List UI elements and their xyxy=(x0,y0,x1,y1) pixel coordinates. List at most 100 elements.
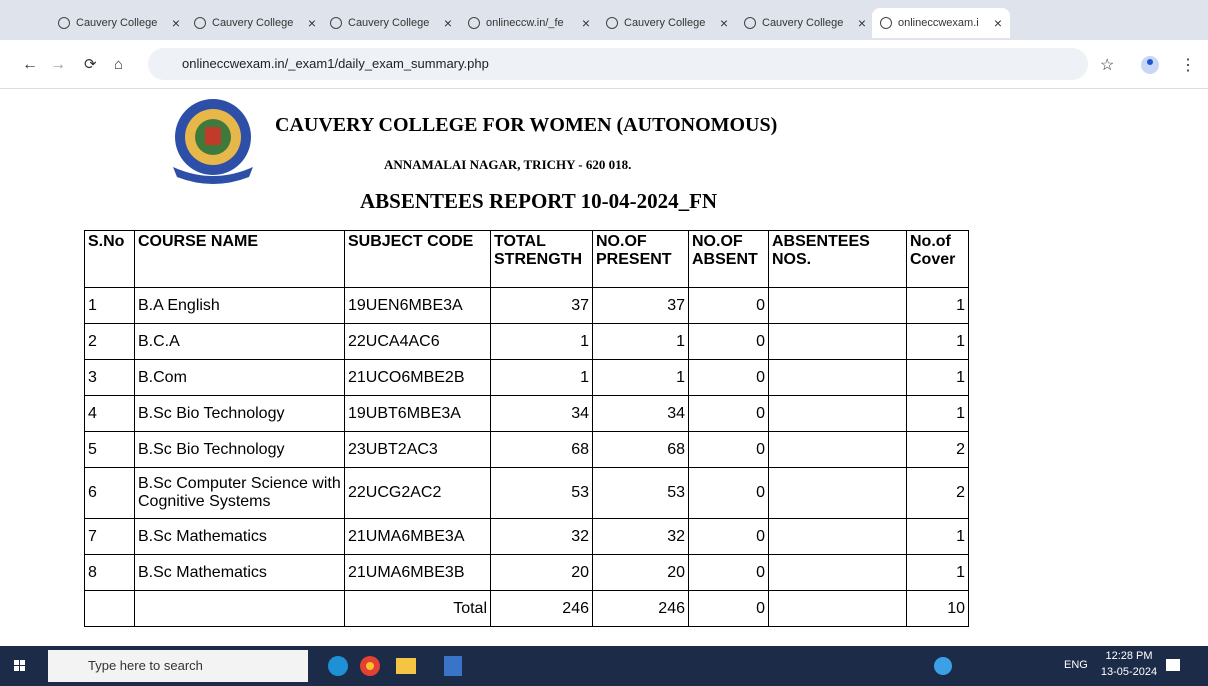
tab-strip: Cauvery CollegeCauvery CollegeCauvery Co… xyxy=(0,0,1208,40)
svg-text:⟳: ⟳ xyxy=(84,56,97,73)
cell-cover: 1 xyxy=(907,324,969,360)
cell-cover: 1 xyxy=(907,555,969,591)
cell-absent: 0 xyxy=(689,468,769,519)
cell-course: B.C.A xyxy=(135,324,345,360)
toolbar-icons[interactable]: ☆ ⋮ xyxy=(1090,40,1208,88)
cell-empty xyxy=(769,396,907,432)
cell-total: 68 xyxy=(491,432,593,468)
cell-cover: 1 xyxy=(907,288,969,324)
cell-course: B.Sc Mathematics xyxy=(135,519,345,555)
cell-empty xyxy=(769,468,907,519)
college-address: ANNAMALAI NAGAR, TRICHY - 620 018. xyxy=(384,157,631,173)
cell-code: 21UMA6MBE3A xyxy=(345,519,491,555)
cell-present: 20 xyxy=(593,555,689,591)
cell-cover: 1 xyxy=(907,360,969,396)
cell-present: 34 xyxy=(593,396,689,432)
cell-course: B.Com xyxy=(135,360,345,396)
clock-date[interactable]: 13-05-2024 xyxy=(1100,666,1158,678)
cell-cover: 2 xyxy=(907,432,969,468)
cell-total: 20 xyxy=(491,555,593,591)
cell-absent: 0 xyxy=(689,432,769,468)
cell-course: B.Sc Bio Technology xyxy=(135,432,345,468)
cell-code: 23UBT2AC3 xyxy=(345,432,491,468)
column-header: S.No xyxy=(85,231,135,288)
cell-absent: 0 xyxy=(689,555,769,591)
cell-code: 19UEN6MBE3A xyxy=(345,288,491,324)
cell-present: 53 xyxy=(593,468,689,519)
cell-present: 1 xyxy=(593,360,689,396)
cell-total: 1 xyxy=(491,360,593,396)
language[interactable]: ENG xyxy=(1064,659,1088,671)
total-total: 246 xyxy=(491,591,593,627)
browser-tab[interactable]: Cauvery College xyxy=(186,8,324,38)
cell-total: 37 xyxy=(491,288,593,324)
cell-course: B.Sc Mathematics xyxy=(135,555,345,591)
cell-absent: 0 xyxy=(689,360,769,396)
cell-code: 21UCO6MBE2B xyxy=(345,360,491,396)
cell-course: B.Sc Bio Technology xyxy=(135,396,345,432)
cell-code: 22UCG2AC2 xyxy=(345,468,491,519)
page: Cauvery CollegeCauvery CollegeCauvery Co… xyxy=(0,0,1208,686)
cell-absent: 0 xyxy=(689,396,769,432)
cell-empty xyxy=(769,519,907,555)
column-header: NO.OF ABSENT xyxy=(689,231,769,288)
browser-tab[interactable]: Cauvery College xyxy=(50,8,188,38)
column-header: SUBJECT CODE xyxy=(345,231,491,288)
cell-total: 34 xyxy=(491,396,593,432)
cell-code: 22UCA4AC6 xyxy=(345,324,491,360)
column-header: ABSENTEES NOS. xyxy=(769,231,907,288)
browser-tab[interactable]: Cauvery College xyxy=(322,8,460,38)
svg-text:⌂: ⌂ xyxy=(114,56,123,73)
browser-tab[interactable]: Cauvery College xyxy=(598,8,736,38)
cell-empty xyxy=(135,591,345,627)
cell-empty xyxy=(769,591,907,627)
cell-sno: 6 xyxy=(85,468,135,519)
column-header: No.of Cover xyxy=(907,231,969,288)
cell-course: B.Sc Computer Science with Cognitive Sys… xyxy=(135,468,345,519)
svg-text:⋮: ⋮ xyxy=(1180,57,1196,74)
cell-sno: 3 xyxy=(85,360,135,396)
total-present: 246 xyxy=(593,591,689,627)
address-bar[interactable]: onlineccwexam.in/_exam1/daily_exam_summa… xyxy=(148,48,1088,80)
total-absent: 0 xyxy=(689,591,769,627)
cell-sno: 1 xyxy=(85,288,135,324)
svg-text:☆: ☆ xyxy=(1100,57,1114,74)
cell-empty xyxy=(769,360,907,396)
cell-present: 1 xyxy=(593,324,689,360)
browser-tab[interactable]: onlineccw.in/_fe xyxy=(460,8,598,38)
svg-text:←: ← xyxy=(22,56,38,73)
cell-present: 68 xyxy=(593,432,689,468)
cell-code: 19UBT6MBE3A xyxy=(345,396,491,432)
college-name: CAUVERY COLLEGE FOR WOMEN (AUTONOMOUS) xyxy=(275,114,777,137)
nav-buttons[interactable]: ← → ⟳ ⌂ xyxy=(0,40,150,88)
cell-empty xyxy=(85,591,135,627)
cell-code: 21UMA6MBE3B xyxy=(345,555,491,591)
search-box[interactable]: Type here to search xyxy=(48,650,308,682)
cell-cover: 2 xyxy=(907,468,969,519)
cell-cover: 1 xyxy=(907,519,969,555)
table-row: 3B.Com21UCO6MBE2B1101 xyxy=(85,360,969,396)
browser-tab[interactable]: onlineccwexam.i xyxy=(872,8,1010,38)
cell-sno: 4 xyxy=(85,396,135,432)
cell-absent: 0 xyxy=(689,519,769,555)
browser-tab[interactable]: Cauvery College xyxy=(736,8,874,38)
cell-present: 37 xyxy=(593,288,689,324)
cell-absent: 0 xyxy=(689,288,769,324)
cell-sno: 5 xyxy=(85,432,135,468)
svg-text:→: → xyxy=(50,56,66,73)
cell-present: 32 xyxy=(593,519,689,555)
cell-total: 32 xyxy=(491,519,593,555)
column-header: NO.OF PRESENT xyxy=(593,231,689,288)
column-header: COURSE NAME xyxy=(135,231,345,288)
clock-time[interactable]: 12:28 PM xyxy=(1104,650,1154,662)
college-logo xyxy=(165,97,261,185)
